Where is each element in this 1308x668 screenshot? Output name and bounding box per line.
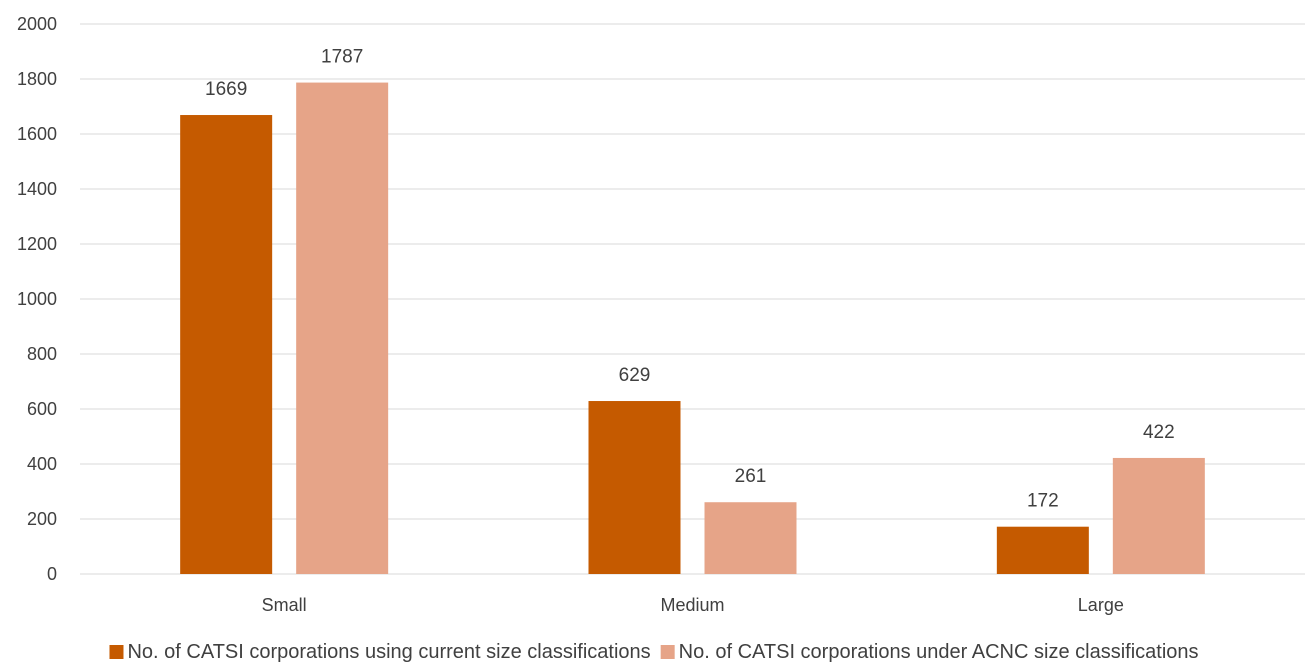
y-tick-label: 200 bbox=[27, 509, 57, 529]
bar-small-series-2 bbox=[296, 82, 389, 574]
data-label: 422 bbox=[1143, 422, 1175, 443]
data-label: 629 bbox=[619, 365, 651, 386]
bar-large-series-1 bbox=[996, 526, 1089, 574]
bar-large-series-2 bbox=[1112, 457, 1205, 574]
data-label: 261 bbox=[735, 466, 767, 487]
y-axis-tick-labels: 0 200 400 600 800 1000 1200 1400 1600 1800 2000 bbox=[17, 14, 57, 584]
x-category-label: Small bbox=[262, 595, 307, 615]
bar-small-series-1 bbox=[180, 115, 273, 575]
y-tick-label: 0 bbox=[47, 564, 57, 584]
data-label: 1669 bbox=[205, 79, 247, 100]
x-axis-category-labels: Small Medium Large bbox=[262, 595, 1124, 615]
bar-medium-series-1 bbox=[588, 401, 681, 574]
y-tick-label: 800 bbox=[27, 344, 57, 364]
x-category-label: Large bbox=[1078, 595, 1124, 615]
x-category-label: Medium bbox=[660, 595, 724, 615]
legend: No. of CATSI corporations using current … bbox=[109, 641, 1199, 663]
gridlines bbox=[80, 23, 1305, 575]
bar-medium-series-2 bbox=[704, 502, 797, 574]
legend-item-series-1: No. of CATSI corporations using current … bbox=[109, 641, 651, 663]
legend-label: No. of CATSI corporations under ACNC siz… bbox=[679, 641, 1199, 663]
y-tick-label: 600 bbox=[27, 399, 57, 419]
data-label: 172 bbox=[1027, 491, 1059, 512]
legend-label: No. of CATSI corporations using current … bbox=[127, 641, 650, 663]
legend-swatch bbox=[109, 645, 124, 659]
y-tick-label: 2000 bbox=[17, 14, 57, 34]
data-labels: 1669 1787 629 261 172 422 bbox=[205, 47, 1175, 512]
bars bbox=[180, 82, 1205, 575]
y-tick-label: 1600 bbox=[17, 124, 57, 144]
y-tick-label: 1800 bbox=[17, 69, 57, 89]
y-tick-label: 1200 bbox=[17, 234, 57, 254]
legend-swatch bbox=[660, 645, 675, 659]
legend-item-series-2: No. of CATSI corporations under ACNC siz… bbox=[660, 641, 1199, 663]
y-tick-label: 1000 bbox=[17, 289, 57, 309]
data-label: 1787 bbox=[321, 47, 363, 68]
y-tick-label: 1400 bbox=[17, 179, 57, 199]
y-tick-label: 400 bbox=[27, 454, 57, 474]
